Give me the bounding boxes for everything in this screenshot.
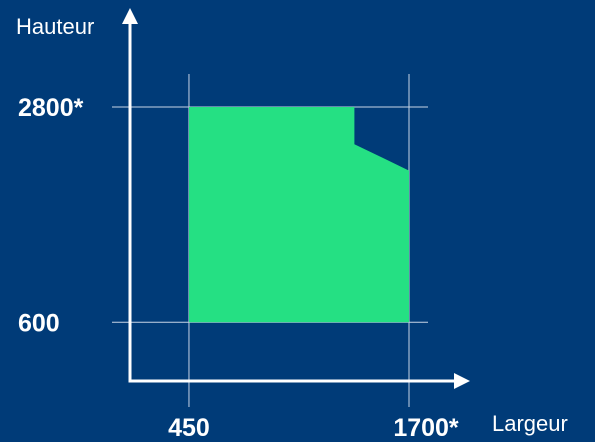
- x-axis-arrow: [454, 373, 470, 389]
- y-tick-label-1: 2800*: [18, 94, 84, 122]
- x-axis-title: Largeur: [492, 411, 568, 436]
- labels-layer: Hauteur Largeur 450 1700* 600 2800*: [16, 14, 568, 442]
- y-tick-label-0: 600: [18, 309, 60, 337]
- x-tick-label-0: 450: [168, 414, 210, 442]
- x-tick-label-1: 1700*: [393, 414, 459, 442]
- axes-layer: [122, 8, 470, 389]
- size-region: [189, 107, 409, 323]
- y-axis-arrow: [122, 8, 138, 24]
- y-axis-title: Hauteur: [16, 14, 94, 39]
- region-layer: [189, 107, 409, 323]
